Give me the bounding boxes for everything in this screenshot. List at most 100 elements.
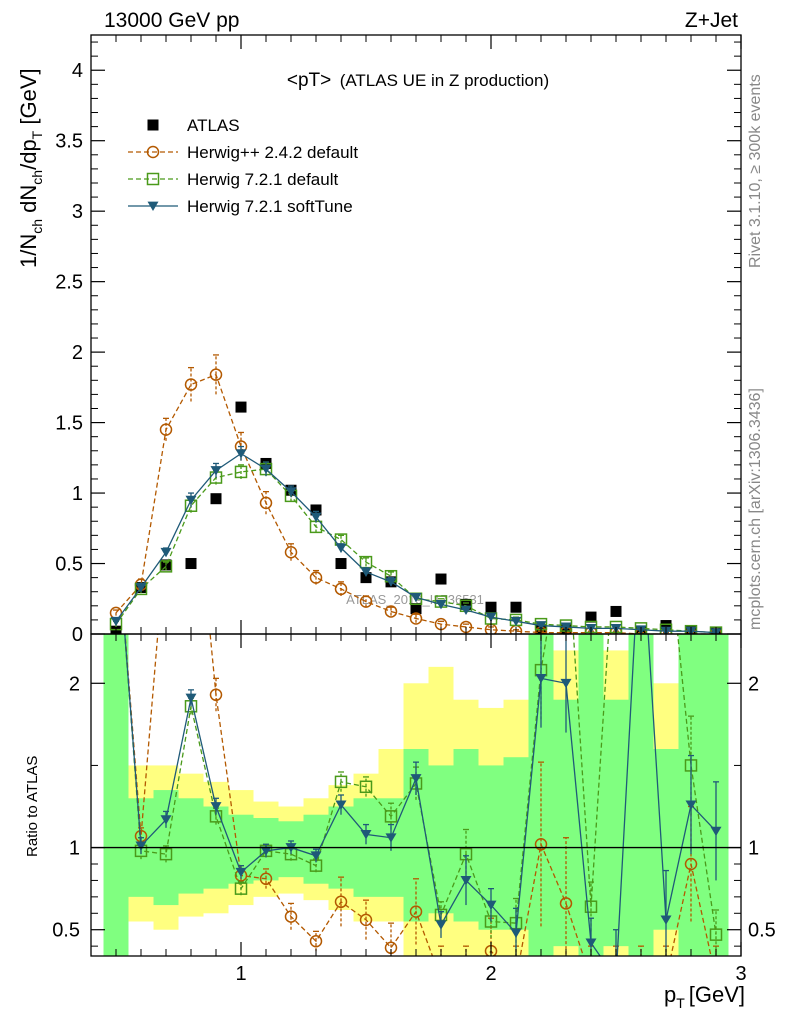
- ratio-y-tick-label-right-2: 2: [748, 673, 759, 695]
- main-point-3-8: [310, 512, 322, 522]
- ratio-point-3-1: [135, 841, 147, 851]
- ratio-point-1-6: [259, 872, 273, 886]
- main-point-0-13: [435, 573, 447, 585]
- ratio-point-3-23: [685, 800, 697, 810]
- y-tick-label-4: 2: [72, 342, 83, 364]
- legend-marker-2: [146, 172, 160, 186]
- ratio-point-3-10: [360, 830, 372, 840]
- ratio-series-1: [111, 431, 719, 985]
- x-tick-label-2: 3: [735, 963, 746, 985]
- main-point-2-5: [234, 465, 248, 479]
- ratio-point-1-2: [161, 530, 172, 541]
- y-tick-label-8: 4: [72, 60, 83, 82]
- ratio-point-1-0: [111, 514, 122, 525]
- main-point-0-8: [310, 504, 322, 516]
- y-tick-label-2: 1: [72, 483, 83, 505]
- ratio-band-1sigma-13: [428, 765, 454, 914]
- ratio-point-3-20: [611, 975, 622, 984]
- ratio-point-1-13: [436, 974, 447, 985]
- header-process-label: Z+Jet: [685, 9, 738, 32]
- ratio-point-3-8: [310, 851, 322, 861]
- main-point-3-6: [260, 464, 272, 475]
- ratio-y-axis-label: Ratio to ATLAS: [24, 756, 41, 857]
- main-point-0-4: [210, 493, 222, 505]
- main-y-axis-label: 1/Nch dNch/dpT [GeV]: [16, 68, 45, 268]
- ratio-point-3-19: [585, 938, 597, 948]
- main-point-3-11: [385, 577, 397, 587]
- main-point-1-6: [259, 496, 273, 510]
- main-point-0-16: [510, 601, 522, 613]
- ratio-point-2-0: [111, 514, 122, 525]
- legend: ATLAS Herwig++ 2.4.2 default Herwig 7.2.1 …: [128, 116, 358, 216]
- ratio-plot-series: [111, 431, 723, 985]
- ratio-point-2-24: [709, 928, 723, 941]
- ratio-point-3-15: [485, 900, 497, 911]
- ratio-point-2-2: [159, 847, 173, 861]
- main-point-3-12: [410, 592, 422, 603]
- ratio-y-tick-label-left-1: 1: [69, 838, 80, 860]
- ratio-point-3-4: [210, 802, 222, 812]
- ratio-point-3-5: [235, 867, 247, 878]
- ratio-point-1-10: [359, 913, 373, 927]
- main-point-0-19: [585, 611, 597, 623]
- ratio-point-1-16: [511, 974, 522, 985]
- ratio-point-1-14: [461, 974, 472, 985]
- y-tick-label-0: 0: [72, 624, 83, 646]
- main-point-3-16: [510, 616, 522, 627]
- ratio-point-3-11: [385, 833, 397, 843]
- ratio-point-3-0: [111, 515, 122, 524]
- ratio-point-2-5: [234, 882, 248, 895]
- main-point-0-12: [410, 603, 422, 615]
- main-point-1-11: [384, 605, 398, 618]
- y-tick-label-6: 3: [72, 201, 83, 223]
- legend-label-0: ATLAS: [187, 116, 240, 135]
- main-point-0-15: [485, 601, 497, 613]
- plot-title: <pT> (ATLAS UE in Z production): [287, 70, 549, 91]
- ratio-point-2-18: [561, 514, 572, 525]
- main-point-3-10: [360, 567, 372, 577]
- y-tick-label-5: 2.5: [55, 272, 83, 294]
- axis-ticks: 1 2 3 0 0.5 1 1.5 2 2.5 3 3.5 4 0.5 0.5 1 1 2 2: [52, 35, 776, 985]
- ratio-point-3-9: [335, 800, 347, 810]
- ratio-series-3: [111, 515, 722, 984]
- legend-label-3: Herwig 7.2.1 softTune: [187, 197, 353, 216]
- main-point-0-20: [610, 605, 622, 617]
- mcplots-reference-label: mcplots.cern.ch [arXiv:1306.3436]: [747, 388, 764, 630]
- main-point-2-22: [659, 623, 673, 634]
- x-axis-label: pT [GeV]: [664, 982, 745, 1011]
- main-point-0-10: [360, 572, 372, 584]
- ratio-point-2-9: [334, 775, 348, 789]
- legend-label-1: Herwig++ 2.4.2 default: [187, 143, 358, 162]
- ratio-point-1-4: [209, 688, 223, 702]
- ratio-y-tick-label-right-0: 0.5: [748, 920, 776, 942]
- main-point-1-8: [309, 571, 323, 584]
- header-energy-label: 13000 GeV pp: [104, 9, 239, 32]
- ratio-point-3-3: [185, 693, 197, 704]
- ratio-band-1sigma-19: [578, 634, 604, 956]
- main-point-0-5: [235, 401, 247, 413]
- ratio-point-1-7: [284, 910, 298, 923]
- ratio-point-1-20: [611, 974, 622, 985]
- ratio-point-3-2: [160, 815, 172, 825]
- ratio-point-2-10: [359, 780, 373, 794]
- y-tick-label-1: 0.5: [55, 554, 83, 576]
- main-point-2-2: [159, 560, 173, 573]
- ratio-point-1-18: [559, 897, 573, 910]
- main-point-3-4: [210, 466, 222, 476]
- ratio-band-1sigma-21: [628, 634, 654, 956]
- legend-label-2: Herwig 7.2.1 default: [187, 170, 338, 189]
- main-point-3-2: [160, 547, 172, 558]
- main-point-3-17: [535, 621, 547, 631]
- ratio-point-1-19: [586, 974, 597, 985]
- main-point-3-1: [135, 583, 147, 593]
- ratio-point-1-9: [334, 895, 348, 909]
- main-point-3-15: [485, 612, 497, 623]
- main-point-1-9: [334, 582, 348, 596]
- ratio-point-1-3: [186, 431, 197, 442]
- ratio-y-tick-label-right-1: 1: [748, 838, 759, 860]
- ratio-point-1-8: [309, 934, 323, 948]
- legend-marker-3: [147, 201, 159, 211]
- main-point-3-7: [285, 487, 297, 497]
- main-point-1-4: [209, 368, 223, 381]
- main-point-3-13: [435, 600, 447, 610]
